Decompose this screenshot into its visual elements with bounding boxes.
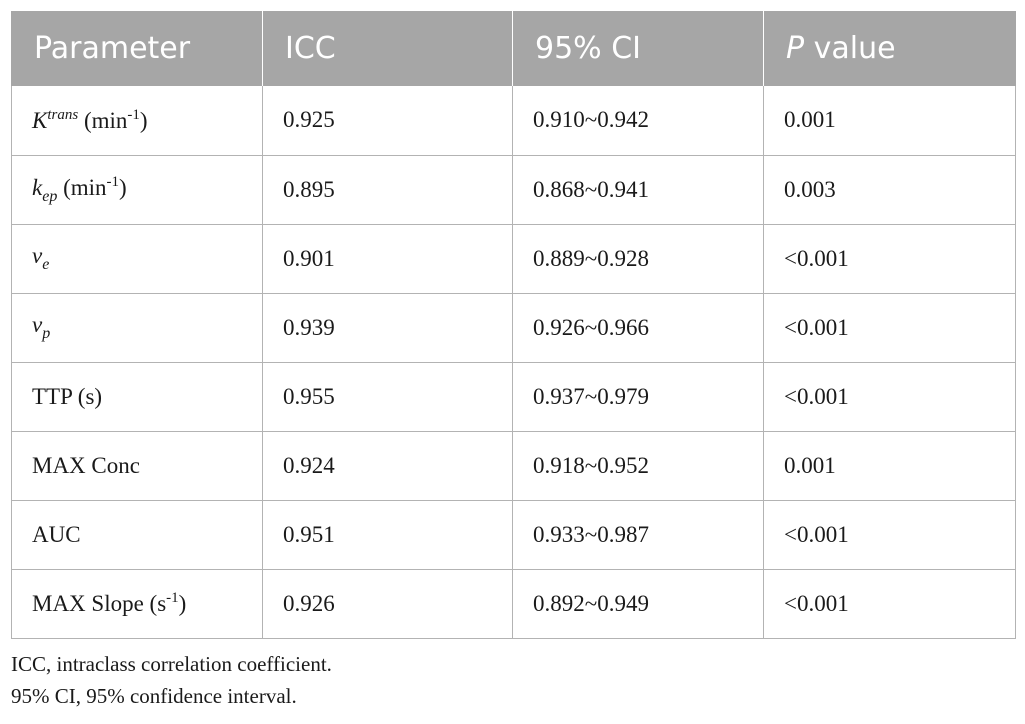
- header-ci: 95% CI: [512, 11, 764, 86]
- cell-ci: 0.910~0.942: [512, 86, 764, 156]
- param-unit-exponent: -1: [166, 590, 179, 606]
- table-row: Ktrans (min-1) 0.925 0.910~0.942 0.001: [11, 86, 1016, 156]
- table-container: Parameter ICC 95% CI P value Ktrans (min…: [11, 11, 1016, 639]
- param-symbol: K: [32, 107, 48, 133]
- cell-icc: 0.895: [262, 154, 513, 225]
- param-unit: (min: [78, 107, 128, 133]
- cell-parameter: kep (min-1): [11, 154, 263, 225]
- icc-table: Parameter ICC 95% CI P value Ktrans (min…: [11, 11, 1016, 639]
- header-p-italic: P: [786, 31, 805, 66]
- table-row: MAX Slope (s-1) 0.926 0.892~0.949 <0.001: [11, 568, 1016, 639]
- param-superscript: trans: [47, 106, 79, 123]
- cell-icc: 0.939: [262, 292, 513, 363]
- cell-p-value: 0.001: [763, 86, 1016, 156]
- param-unit-close: ): [139, 107, 148, 133]
- cell-icc: 0.924: [262, 430, 513, 501]
- param-symbol: v: [32, 243, 43, 268]
- cell-parameter: MAX Slope (s-1): [11, 568, 263, 639]
- param-subscript: e: [42, 256, 50, 273]
- cell-icc: 0.925: [262, 86, 513, 156]
- cell-p-value: <0.001: [763, 568, 1016, 639]
- cell-icc: 0.901: [262, 223, 513, 294]
- param-text: MAX Slope (s: [32, 591, 167, 616]
- cell-ci: 0.868~0.941: [512, 154, 764, 225]
- cell-p-value: <0.001: [763, 499, 1016, 570]
- cell-parameter: Ktrans (min-1): [11, 86, 263, 156]
- cell-ci: 0.892~0.949: [512, 568, 764, 639]
- table-row: kep (min-1) 0.895 0.868~0.941 0.003: [11, 154, 1016, 225]
- param-symbol: v: [32, 312, 43, 337]
- cell-ci: 0.933~0.987: [512, 499, 764, 570]
- cell-parameter: AUC: [11, 499, 263, 570]
- cell-icc: 0.926: [262, 568, 513, 639]
- table-footnotes: ICC, intraclass correlation coefficient.…: [11, 648, 332, 712]
- cell-p-value: 0.001: [763, 430, 1016, 501]
- cell-ci: 0.918~0.952: [512, 430, 764, 501]
- cell-parameter: ve: [11, 223, 263, 294]
- cell-parameter: TTP (s): [11, 361, 263, 432]
- param-subscript: p: [42, 325, 51, 342]
- header-parameter: Parameter: [11, 11, 263, 86]
- param-unit-exponent: -1: [127, 106, 140, 123]
- param-unit-exponent: -1: [106, 173, 120, 190]
- cell-ci: 0.937~0.979: [512, 361, 764, 432]
- footnote-icc: ICC, intraclass correlation coefficient.: [11, 652, 332, 676]
- cell-p-value: <0.001: [763, 223, 1016, 294]
- table-row: AUC 0.951 0.933~0.987 <0.001: [11, 499, 1016, 570]
- table-row: ve 0.901 0.889~0.928 <0.001: [11, 223, 1016, 294]
- cell-icc: 0.955: [262, 361, 513, 432]
- table-row: vp 0.939 0.926~0.966 <0.001: [11, 292, 1016, 363]
- param-unit-close: ): [178, 591, 187, 616]
- cell-parameter: MAX Conc: [11, 430, 263, 501]
- header-p-rest: value: [804, 31, 896, 66]
- cell-ci: 0.926~0.966: [512, 292, 764, 363]
- cell-p-value: <0.001: [763, 292, 1016, 363]
- table-row: MAX Conc 0.924 0.918~0.952 0.001: [11, 430, 1016, 501]
- cell-icc: 0.951: [262, 499, 513, 570]
- param-unit-close: ): [119, 174, 127, 200]
- param-subscript: ep: [42, 187, 58, 205]
- cell-p-value: <0.001: [763, 361, 1016, 432]
- table-row: TTP (s) 0.955 0.937~0.979 <0.001: [11, 361, 1016, 432]
- header-row: Parameter ICC 95% CI P value: [11, 11, 1016, 86]
- param-unit: (min: [57, 174, 107, 200]
- header-p-value: P value: [763, 11, 1016, 86]
- cell-p-value: 0.003: [763, 154, 1016, 225]
- cell-parameter: vp: [11, 292, 263, 363]
- footnote-ci: 95% CI, 95% confidence interval.: [11, 684, 297, 708]
- cell-ci: 0.889~0.928: [512, 223, 764, 294]
- header-icc: ICC: [262, 11, 513, 86]
- param-symbol: k: [32, 174, 43, 200]
